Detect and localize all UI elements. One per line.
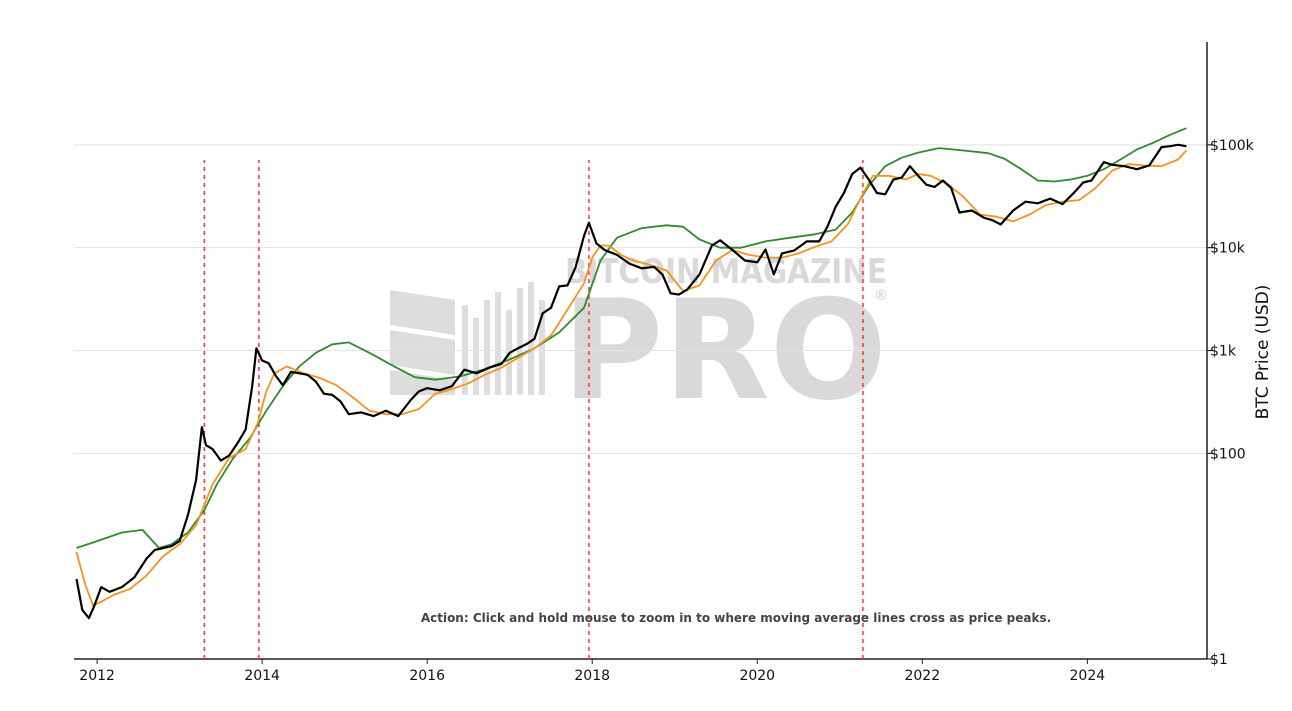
y-tick-label: $100 <box>1210 446 1246 462</box>
zoom-hint-annotation: Action: Click and hold mouse to zoom in … <box>421 611 1051 625</box>
watermark: BITCOIN MAGAZINE PRO ® <box>390 252 888 431</box>
gridlines <box>74 144 1207 660</box>
x-tick-label: 2014 <box>244 668 280 684</box>
series-layer <box>75 127 1188 620</box>
watermark-brand: BITCOIN MAGAZINE <box>565 252 887 292</box>
long-moving-average-line[interactable] <box>76 127 1187 549</box>
crossover-lines <box>203 160 864 659</box>
x-tick-label: 2016 <box>409 668 445 684</box>
x-tick-label: 2018 <box>574 668 610 684</box>
btc-price-line[interactable] <box>75 143 1187 620</box>
y-tick-label: $100k <box>1210 138 1255 154</box>
x-tick-label: 2022 <box>904 668 940 684</box>
short-moving-average-line[interactable] <box>75 149 1188 607</box>
x-tick-label: 2024 <box>1070 668 1106 684</box>
x-tick-label: 2012 <box>79 668 115 684</box>
y-tick-label: $1k <box>1210 344 1237 360</box>
x-axis-ticks: 2012 2014 2016 2018 2020 2022 2024 <box>79 659 1105 684</box>
x-tick-label: 2020 <box>739 668 775 684</box>
y-axis-ticks: $1 $100 $1k $10k $100k <box>1207 138 1255 668</box>
watermark-logo-icon <box>390 282 545 395</box>
y-tick-label: $10k <box>1210 241 1246 257</box>
watermark-registered: ® <box>874 288 888 304</box>
y-tick-label: $1 <box>1210 652 1228 668</box>
y-axis-title: BTC Price (USD) <box>1253 285 1273 420</box>
